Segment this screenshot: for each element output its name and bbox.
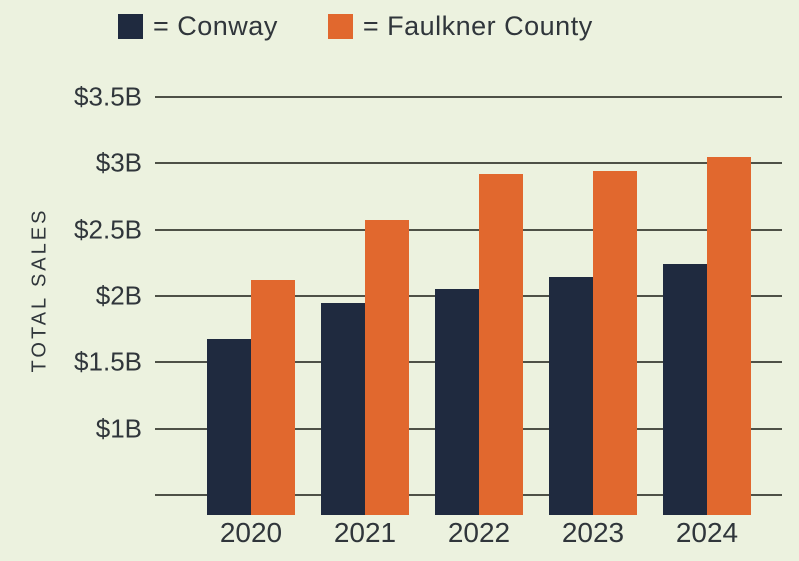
bar-conway-2022: [435, 289, 479, 515]
gridline: [155, 228, 782, 231]
x-axis-label-2020: 2020: [219, 517, 283, 548]
y-tick-label: $1B: [95, 413, 142, 444]
gridline: [155, 162, 782, 165]
bar-conway-2023: [549, 277, 593, 515]
gridline: [155, 96, 782, 98]
y-tick-label: $2.5B: [74, 214, 142, 245]
bar-conway-2020: [207, 338, 251, 515]
y-axis-tick-labels: $3.5B $3B $2.5B $2B $1.5B $1B: [0, 82, 142, 515]
legend-label-conway: = Conway: [153, 11, 278, 41]
legend-label-faulkner-county: = Faulkner County: [362, 11, 593, 41]
x-axis-label-2024: 2024: [675, 517, 739, 548]
x-axis-label-2022: 2022: [447, 517, 511, 548]
y-tick-label: $2B: [95, 280, 142, 311]
bar-conway-2021: [321, 302, 365, 515]
bar-faulkner-county-2020: [251, 280, 295, 515]
bar-faulkner-county-2023: [593, 171, 637, 515]
legend: = Conway = Faulkner County: [118, 13, 593, 40]
bar-faulkner-county-2022: [479, 173, 523, 515]
bar-faulkner-county-2024: [707, 156, 751, 515]
legend-swatch-faulkner-county: [327, 14, 353, 39]
y-tick-label: $1.5B: [74, 346, 142, 377]
x-axis-label-2021: 2021: [333, 517, 397, 548]
x-axis-label-2023: 2023: [561, 517, 625, 548]
bar-faulkner-county-2021: [365, 220, 409, 515]
legend-item-conway: = Conway: [118, 13, 278, 40]
x-axis-labels: 2020 2021 2022 2023 2024: [155, 518, 782, 554]
y-tick-label: $3B: [95, 147, 142, 178]
legend-swatch-conway: [118, 14, 143, 39]
plot-area: [155, 96, 782, 515]
legend-item-faulkner-county: = Faulkner County: [327, 11, 593, 41]
y-tick-label: $3.5B: [74, 81, 142, 112]
bar-conway-2024: [663, 264, 707, 515]
